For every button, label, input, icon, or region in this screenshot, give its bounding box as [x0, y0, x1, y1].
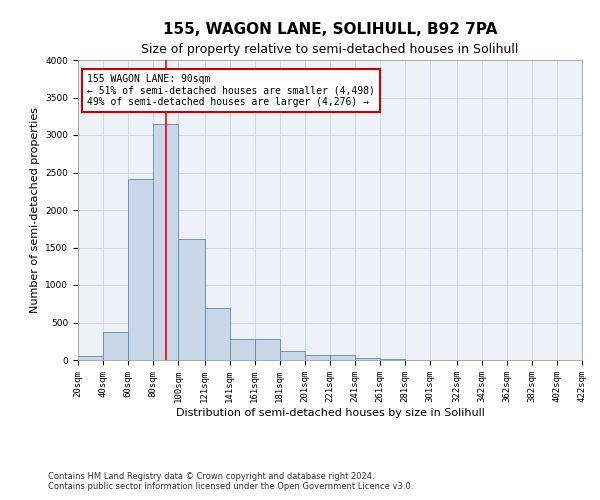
Text: 155, WAGON LANE, SOLIHULL, B92 7PA: 155, WAGON LANE, SOLIHULL, B92 7PA [163, 22, 497, 38]
Bar [153, 124, 178, 360]
Bar [255, 339, 280, 360]
Bar [230, 339, 255, 360]
Bar [178, 238, 205, 360]
Bar [205, 308, 230, 360]
Text: Contains HM Land Registry data © Crown copyright and database right 2024.: Contains HM Land Registry data © Crown c… [48, 472, 374, 481]
Bar [355, 358, 380, 360]
Bar [103, 332, 128, 360]
Y-axis label: Number of semi-detached properties: Number of semi-detached properties [30, 107, 40, 313]
Bar [78, 356, 103, 360]
Text: 155 WAGON LANE: 90sqm
← 51% of semi-detached houses are smaller (4,498)
49% of s: 155 WAGON LANE: 90sqm ← 51% of semi-deta… [87, 74, 374, 106]
X-axis label: Distribution of semi-detached houses by size in Solihull: Distribution of semi-detached houses by … [176, 408, 484, 418]
Text: Size of property relative to semi-detached houses in Solihull: Size of property relative to semi-detach… [142, 42, 518, 56]
Bar [128, 178, 153, 360]
Text: Contains public sector information licensed under the Open Government Licence v3: Contains public sector information licen… [48, 482, 413, 491]
Bar [380, 359, 405, 360]
Bar [330, 355, 355, 360]
Bar [280, 351, 305, 360]
Bar [305, 355, 330, 360]
